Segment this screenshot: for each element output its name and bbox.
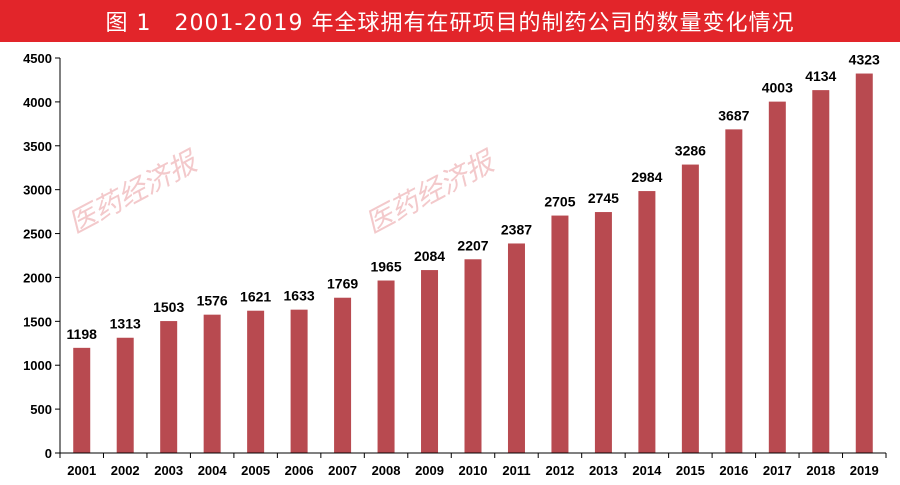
data-label-2011: 2387 xyxy=(501,221,532,237)
y-tick-label: 0 xyxy=(45,446,52,461)
y-tick-label: 500 xyxy=(30,402,52,417)
data-label-2002: 1313 xyxy=(110,316,141,332)
watermark-right: 医药经济报 xyxy=(360,144,502,240)
x-tick-label: 2007 xyxy=(328,463,357,478)
y-axis: 0 500 1000 1500 2000 2500 3000 3500 4000 4500 xyxy=(23,51,60,461)
x-tick-label: 2013 xyxy=(589,463,618,478)
x-tick-label: 2010 xyxy=(459,463,488,478)
data-label-2016: 3687 xyxy=(718,107,749,123)
data-label-2008: 1965 xyxy=(370,259,401,275)
data-label-2010: 2207 xyxy=(457,237,488,253)
bar-2008 xyxy=(377,280,395,453)
data-label-2012: 2705 xyxy=(544,194,575,210)
y-tick-label: 2000 xyxy=(23,270,52,285)
data-label-2013: 2745 xyxy=(588,190,619,206)
x-tick-label: 2002 xyxy=(111,463,140,478)
chart-title: 图 1 2001-2019 年全球拥有在研项目的制药公司的数量变化情况 xyxy=(0,0,900,42)
x-tick-label: 2008 xyxy=(372,463,401,478)
data-label-2003: 1503 xyxy=(153,299,184,315)
data-label-2009: 2084 xyxy=(414,248,445,264)
bar-2012 xyxy=(551,215,569,453)
bar-2007 xyxy=(334,297,352,453)
x-tick-label: 2004 xyxy=(198,463,228,478)
bar-2015 xyxy=(681,164,699,453)
data-label-2018: 4134 xyxy=(805,68,836,84)
bar-2019 xyxy=(855,73,873,453)
data-label-2001: 1198 xyxy=(67,326,98,342)
data-label-2017: 4003 xyxy=(762,80,793,96)
bar-2003 xyxy=(160,321,178,453)
x-tick-label: 2016 xyxy=(719,463,748,478)
data-label-2006: 1633 xyxy=(284,288,315,304)
bar-2005 xyxy=(247,310,265,453)
watermark-left: 医药经济报 xyxy=(63,144,205,240)
bar-2011 xyxy=(507,243,525,453)
y-tick-label: 4500 xyxy=(23,51,52,66)
x-tick-label: 2003 xyxy=(154,463,183,478)
y-tick-label: 1000 xyxy=(23,358,52,373)
data-label-2015: 3286 xyxy=(675,143,706,159)
x-tick-label: 2018 xyxy=(806,463,835,478)
x-tick-label: 2017 xyxy=(763,463,792,478)
data-label-2019: 4323 xyxy=(849,52,880,68)
y-tick-label: 3000 xyxy=(23,183,52,198)
x-tick-label: 2006 xyxy=(285,463,314,478)
data-label-2014: 2984 xyxy=(631,169,662,185)
bar-2018 xyxy=(812,90,830,454)
x-tick-label: 2019 xyxy=(850,463,879,478)
data-label-2005: 1621 xyxy=(240,289,271,305)
watermark-layer: 医药经济报 医药经济报 xyxy=(63,144,502,240)
data-label-2004: 1576 xyxy=(197,293,228,309)
x-axis: 2001 2002 2003 2004 2005 2006 2007 2008 2009 2010… xyxy=(59,453,887,478)
x-tick-label: 2001 xyxy=(67,463,96,478)
bar-2006 xyxy=(290,309,308,453)
x-tick-label: 2005 xyxy=(241,463,270,478)
bar-2017 xyxy=(768,101,786,454)
bar-2014 xyxy=(638,191,656,453)
x-tick-label: 2012 xyxy=(545,463,574,478)
bars: 1198 1313 1503 1576 1621 1633 1769 1965 2084 2207… xyxy=(67,52,880,454)
y-tick-label: 4000 xyxy=(23,95,52,110)
data-label-2007: 1769 xyxy=(327,276,358,292)
bar-2002 xyxy=(116,337,134,453)
y-tick-label: 2500 xyxy=(23,227,52,242)
bar-2001 xyxy=(73,347,91,453)
y-tick-label: 3500 xyxy=(23,139,52,154)
x-tick-label: 2011 xyxy=(502,463,530,478)
x-tick-label: 2015 xyxy=(676,463,705,478)
bar-2010 xyxy=(464,259,482,453)
bar-chart: 医药经济报 医药经济报 0 500 1000 1500 2000 2500 3000 3500… xyxy=(23,51,887,478)
bar-2004 xyxy=(203,314,221,453)
bar-2009 xyxy=(421,270,439,453)
bar-2013 xyxy=(594,212,612,453)
bar-2016 xyxy=(725,129,743,453)
y-tick-label: 1500 xyxy=(23,314,52,329)
x-tick-label: 2014 xyxy=(632,463,662,478)
x-tick-label: 2009 xyxy=(415,463,444,478)
